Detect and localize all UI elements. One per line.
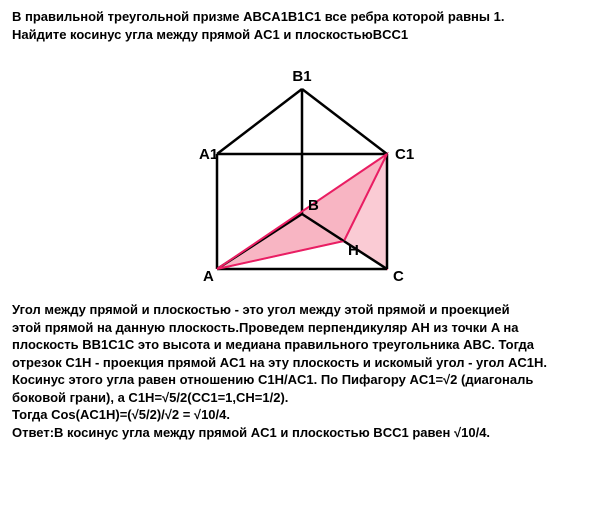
svg-text:A1: A1 (199, 146, 218, 163)
problem-line-2: Найдите косинус угла между прямой AC1 и … (12, 26, 602, 44)
svg-text:B: B (308, 197, 319, 214)
svg-text:C: C (393, 268, 404, 285)
solution-line-7: Тогда Cos(AC1H)=(√5/2)/√2 = √10/4. (12, 406, 602, 424)
problem-line-1: В правильной треугольной призме ABCA1B1C… (12, 8, 602, 26)
solution-line-8: Ответ:B косинус угла между прямой AC1 и … (12, 424, 602, 442)
solution-line-2: этой прямой на данную плоскость.Проведем… (12, 319, 602, 337)
solution-line-5: Косинус этого угла равен отношению C1H/A… (12, 371, 602, 389)
solution-text: Угол между прямой и плоскостью - это уго… (12, 301, 602, 441)
problem-statement: В правильной треугольной призме ABCA1B1C… (12, 8, 602, 43)
prism-diagram: B1 A1 C1 B A C H (12, 49, 602, 299)
solution-line-3: плоскость BB1C1C это высота и медиана пр… (12, 336, 602, 354)
svg-text:A: A (203, 268, 214, 285)
solution-line-1: Угол между прямой и плоскостью - это уго… (12, 301, 602, 319)
solution-line-6: боковой грани), а C1H=√5/2(CC1=1,CH=1/2)… (12, 389, 602, 407)
solution-line-4: отрезок C1H - проекция прямой AC1 на эту… (12, 354, 602, 372)
svg-text:H: H (348, 242, 359, 259)
svg-text:C1: C1 (395, 146, 414, 163)
svg-text:B1: B1 (292, 68, 311, 85)
